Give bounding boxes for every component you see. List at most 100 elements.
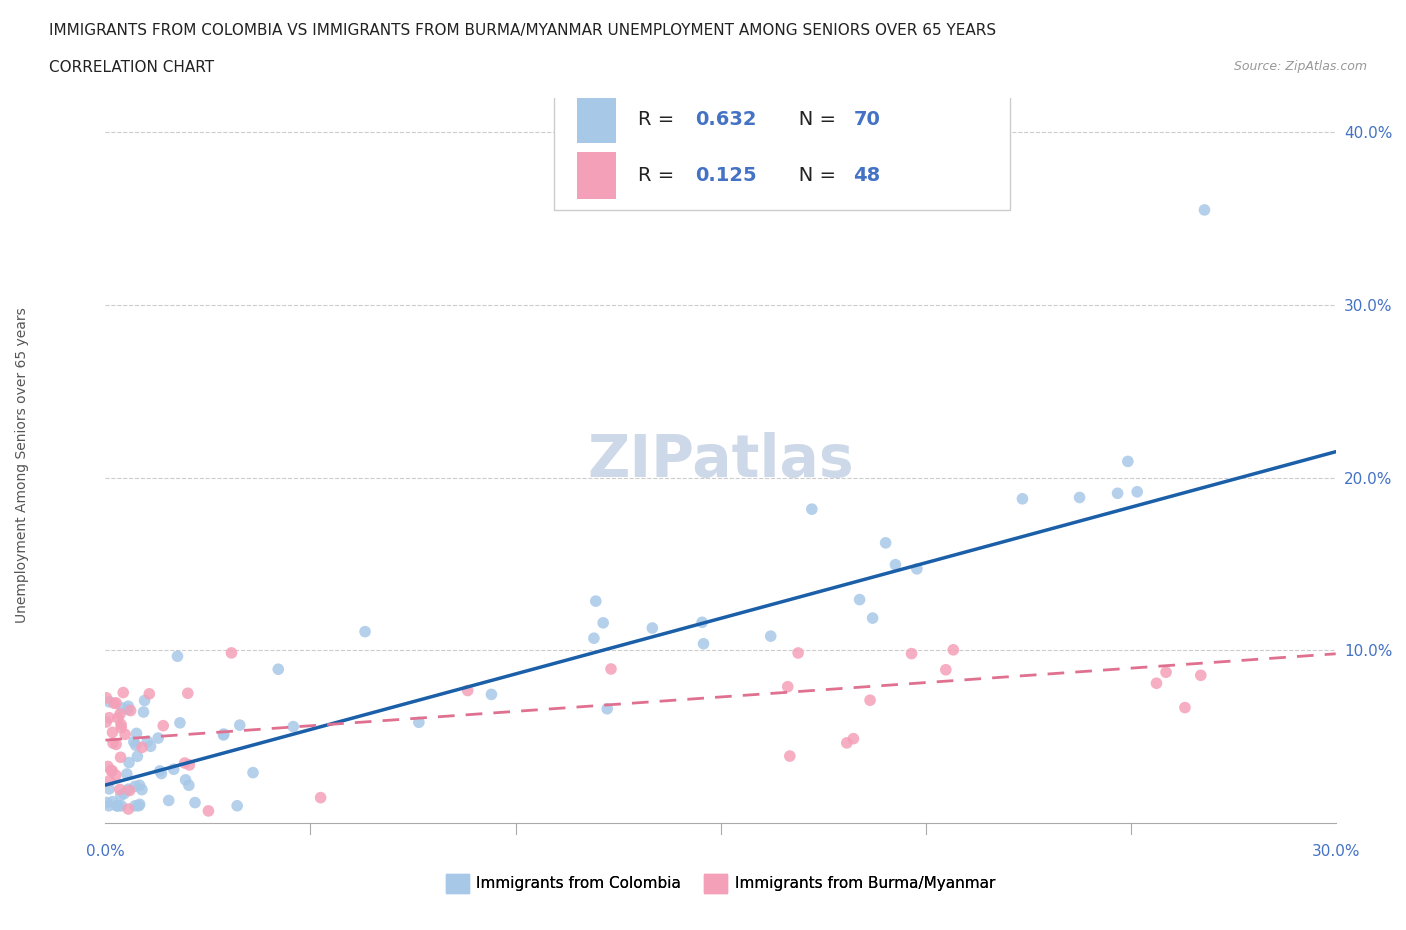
Point	[173, 755, 195, 770]
Point	[600, 661, 623, 676]
Point	[354, 624, 377, 639]
Point	[787, 645, 810, 660]
Text: 30.0%: 30.0%	[1312, 844, 1360, 859]
Point	[197, 804, 219, 818]
Point	[118, 755, 141, 770]
Text: R =: R =	[638, 111, 681, 129]
Point	[101, 736, 124, 751]
Point	[111, 700, 134, 715]
Point	[132, 705, 155, 720]
Point	[124, 779, 146, 794]
Text: 0.632: 0.632	[695, 111, 756, 129]
Point	[1154, 665, 1177, 680]
Point	[692, 636, 714, 651]
Point	[96, 714, 118, 729]
Point	[935, 662, 957, 677]
Point	[134, 693, 156, 708]
Point	[136, 734, 159, 749]
Point	[139, 738, 162, 753]
Point	[1189, 668, 1212, 683]
Point	[641, 620, 664, 635]
Point	[242, 765, 264, 780]
Point	[800, 501, 823, 516]
Point	[131, 782, 153, 797]
Point	[110, 750, 132, 764]
Point	[117, 702, 139, 717]
Text: R =: R =	[638, 166, 681, 185]
Point	[582, 631, 605, 645]
FancyBboxPatch shape	[576, 96, 616, 143]
Point	[101, 724, 124, 739]
Text: IMMIGRANTS FROM COLOMBIA VS IMMIGRANTS FROM BURMA/MYANMAR UNEMPLOYMENT AMONG SEN: IMMIGRANTS FROM COLOMBIA VS IMMIGRANTS F…	[49, 23, 997, 38]
Point	[212, 727, 235, 742]
Text: ZIPatlas: ZIPatlas	[588, 432, 853, 489]
Point	[900, 646, 922, 661]
Point	[862, 611, 884, 626]
Point	[221, 645, 243, 660]
Point	[212, 726, 235, 741]
Text: Source: ZipAtlas.com: Source: ZipAtlas.com	[1233, 60, 1367, 73]
Point	[149, 764, 172, 778]
Point	[169, 715, 191, 730]
Point	[117, 698, 139, 713]
Point	[112, 786, 135, 801]
Point	[98, 695, 121, 710]
Point	[779, 749, 801, 764]
Point	[152, 718, 174, 733]
Point	[97, 798, 120, 813]
Point	[131, 740, 153, 755]
Text: 0.125: 0.125	[695, 166, 756, 185]
Text: N =: N =	[780, 166, 842, 185]
Point	[157, 793, 180, 808]
FancyBboxPatch shape	[554, 83, 1010, 210]
Point	[184, 795, 207, 810]
Point	[177, 777, 200, 792]
Point	[114, 727, 136, 742]
Point	[835, 736, 858, 751]
Point	[124, 798, 146, 813]
Point	[120, 703, 142, 718]
Text: 0.0%: 0.0%	[86, 844, 125, 859]
Point	[118, 783, 141, 798]
Point	[110, 788, 132, 803]
Point	[848, 592, 870, 607]
Point	[127, 749, 149, 764]
Point	[108, 782, 131, 797]
Point	[105, 737, 128, 751]
Point	[1107, 485, 1129, 500]
Point	[115, 766, 138, 781]
Point	[1126, 485, 1149, 499]
Text: 70: 70	[853, 111, 880, 129]
Point	[229, 718, 252, 733]
Point	[98, 773, 121, 788]
Point	[457, 684, 479, 698]
Point	[105, 798, 128, 813]
Point	[179, 758, 201, 773]
Point	[96, 690, 118, 705]
Point	[283, 719, 305, 734]
Point	[107, 798, 129, 813]
Point	[128, 797, 150, 812]
Point	[1174, 700, 1197, 715]
Point	[690, 615, 713, 630]
Point	[859, 693, 882, 708]
Point	[174, 773, 197, 788]
Point	[105, 696, 128, 711]
Point	[592, 616, 614, 631]
Point	[875, 536, 897, 551]
Text: Unemployment Among Seniors over 65 years: Unemployment Among Seniors over 65 years	[15, 307, 30, 623]
Legend: Immigrants from Colombia, Immigrants from Burma/Myanmar: Immigrants from Colombia, Immigrants fro…	[440, 868, 1001, 898]
Point	[105, 798, 128, 813]
Point	[146, 731, 169, 746]
Point	[128, 777, 150, 792]
Point	[110, 798, 132, 813]
Point	[759, 629, 782, 644]
Point	[150, 766, 173, 781]
FancyBboxPatch shape	[576, 152, 616, 199]
Point	[1146, 676, 1168, 691]
Point	[107, 711, 129, 725]
Text: CORRELATION CHART: CORRELATION CHART	[49, 60, 214, 75]
Point	[905, 562, 928, 577]
Point	[267, 662, 290, 677]
Point	[110, 717, 132, 732]
